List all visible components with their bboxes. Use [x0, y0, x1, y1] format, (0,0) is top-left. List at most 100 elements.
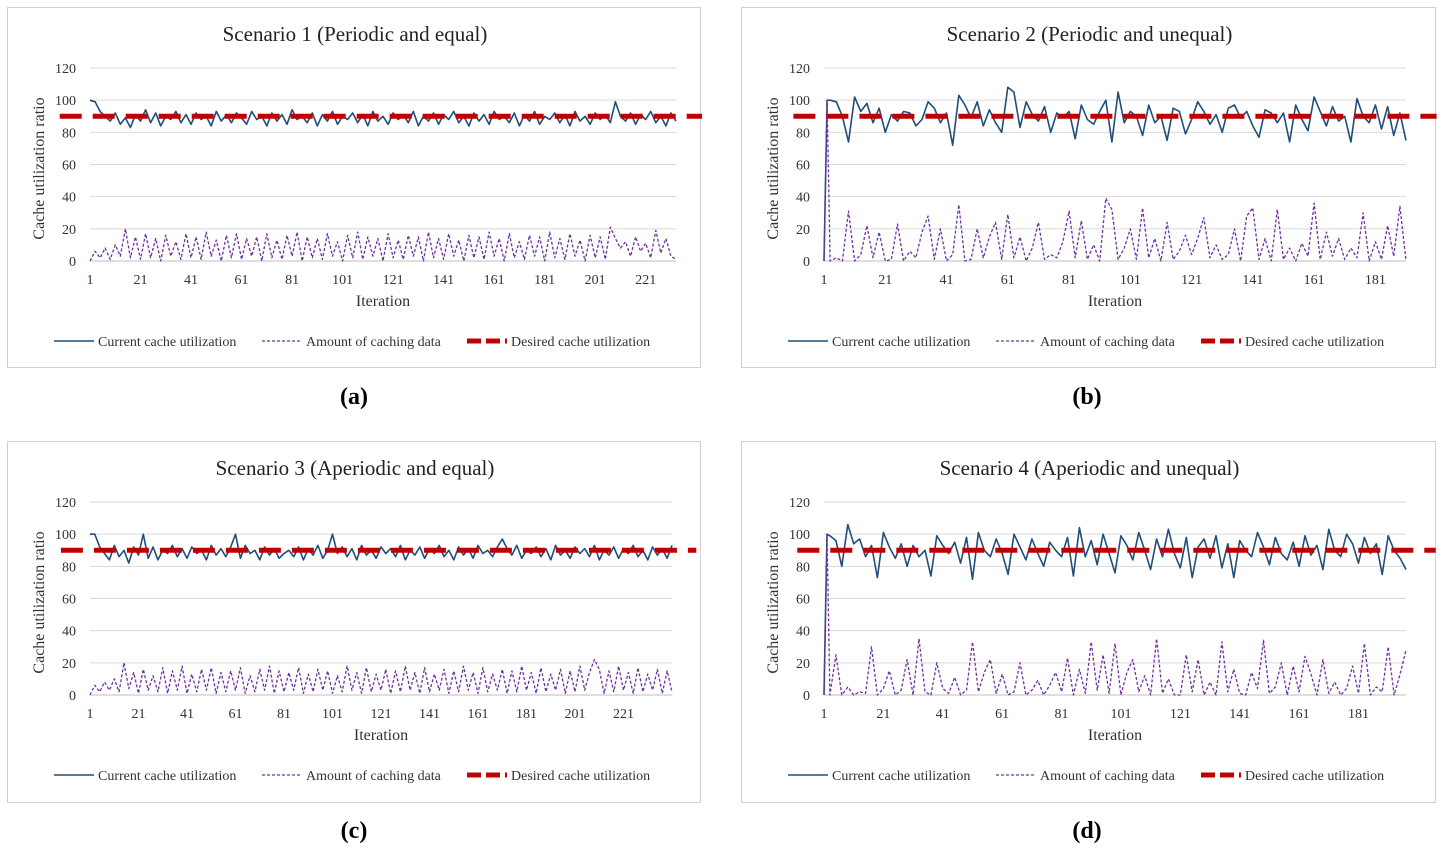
x-tick-label: 81	[285, 273, 299, 288]
legend-desired-label: Desired cache utilization	[1245, 769, 1384, 784]
y-tick-label: 60	[796, 159, 810, 174]
x-tick-label: 1	[821, 273, 828, 288]
legend-amount-label: Amount of caching data	[306, 769, 442, 784]
y-tick-label: 20	[796, 223, 810, 238]
x-tick-label: 61	[235, 273, 249, 288]
caching-amount-line	[89, 658, 673, 696]
x-axis-label: Iteration	[356, 293, 410, 310]
x-tick-label: 161	[484, 273, 505, 288]
x-tick-label: 1	[87, 273, 94, 288]
y-tick-label: 60	[796, 593, 810, 608]
y-tick-label: 100	[55, 94, 76, 109]
legend-current-label: Current cache utilization	[832, 769, 970, 784]
x-tick-label: 1	[87, 707, 94, 722]
x-tick-label: 1	[821, 707, 828, 722]
legend-desired-label: Desired cache utilization	[511, 769, 650, 784]
x-tick-label: 141	[419, 707, 440, 722]
x-tick-label: 221	[635, 273, 656, 288]
caption-b: (b)	[1072, 384, 1102, 410]
x-tick-label: 201	[585, 273, 606, 288]
y-tick-label: 0	[69, 689, 76, 704]
caching-amount-line	[89, 226, 677, 262]
y-tick-label: 0	[69, 255, 76, 270]
y-axis-label: Cache utilization ratio	[31, 531, 48, 673]
x-tick-label: 101	[322, 707, 343, 722]
x-tick-label: 61	[229, 707, 243, 722]
chart-svg-a: Scenario 1 (Periodic and equal) 0 20 40 60 80…	[31, 22, 702, 350]
x-tick-label: 81	[1055, 707, 1069, 722]
y-tick-label: 120	[789, 496, 810, 511]
y-tick-label: 0	[803, 689, 810, 704]
x-tick-label: 141	[433, 273, 454, 288]
y-axis-label: Cache utilization ratio	[765, 97, 782, 239]
chart-svg-d: Scenario 4 (Aperiodic and unequal) 0 20 40 6…	[765, 456, 1436, 784]
caption-a: (a)	[340, 384, 368, 410]
x-tick-label: 181	[516, 707, 537, 722]
chart-panel-b: Scenario 2 (Periodic and unequal) 0 20 40 60…	[741, 7, 1437, 368]
x-axis-label: Iteration	[1088, 727, 1142, 744]
y-tick-label: 80	[62, 126, 76, 141]
x-tick-label: 41	[180, 707, 194, 722]
x-tick-label: 21	[878, 273, 892, 288]
x-tick-label: 161	[1289, 707, 1310, 722]
legend-amount-label: Amount of caching data	[1040, 335, 1176, 350]
y-tick-label: 120	[55, 62, 76, 77]
caption-c: (c)	[340, 818, 368, 844]
y-tick-label: 20	[62, 223, 76, 238]
current-utilization-line	[823, 86, 1407, 262]
x-tick-label: 121	[1170, 707, 1191, 722]
y-tick-label: 20	[796, 657, 810, 672]
legend-amount-label: Amount of caching data	[1040, 769, 1176, 784]
chart-title: Scenario 4 (Aperiodic and unequal)	[940, 456, 1240, 480]
y-tick-label: 40	[796, 191, 810, 206]
x-tick-label: 21	[876, 707, 890, 722]
y-tick-label: 80	[62, 560, 76, 575]
legend-current-label: Current cache utilization	[98, 335, 236, 350]
caption-d: (d)	[1072, 818, 1102, 844]
x-tick-label: 181	[1348, 707, 1369, 722]
x-tick-label: 41	[184, 273, 198, 288]
y-tick-label: 100	[789, 528, 810, 543]
y-axis-label: Cache utilization ratio	[31, 97, 48, 239]
x-tick-label: 81	[1062, 273, 1076, 288]
x-tick-label: 41	[940, 273, 954, 288]
current-utilization-line	[89, 99, 677, 129]
y-tick-label: 60	[62, 593, 76, 608]
y-tick-label: 0	[803, 255, 810, 270]
current-utilization-line	[90, 533, 673, 564]
y-tick-label: 40	[62, 191, 76, 206]
y-axis-label: Cache utilization ratio	[765, 531, 782, 673]
y-tick-label: 40	[62, 625, 76, 640]
x-tick-label: 141	[1229, 707, 1250, 722]
y-tick-label: 120	[789, 62, 810, 77]
chart-title: Scenario 2 (Periodic and unequal)	[947, 22, 1233, 46]
x-tick-label: 21	[132, 707, 146, 722]
legend-current-label: Current cache utilization	[98, 769, 236, 784]
y-tick-label: 120	[55, 496, 76, 511]
legend-desired-label: Desired cache utilization	[1245, 335, 1384, 350]
x-tick-label: 101	[1110, 707, 1131, 722]
x-tick-label: 201	[565, 707, 586, 722]
x-tick-label: 221	[613, 707, 634, 722]
x-tick-label: 101	[332, 273, 353, 288]
x-tick-label: 181	[1365, 273, 1386, 288]
x-tick-label: 41	[936, 707, 950, 722]
x-tick-label: 161	[468, 707, 489, 722]
x-tick-label: 121	[371, 707, 392, 722]
x-tick-label: 141	[1242, 273, 1263, 288]
x-tick-label: 81	[277, 707, 291, 722]
x-tick-label: 121	[1181, 273, 1202, 288]
x-axis-label: Iteration	[354, 727, 408, 744]
y-tick-label: 20	[62, 657, 76, 672]
chart-svg-b: Scenario 2 (Periodic and unequal) 0 20 40 60…	[765, 22, 1437, 350]
x-tick-label: 61	[1001, 273, 1015, 288]
y-tick-label: 100	[789, 94, 810, 109]
x-tick-label: 21	[134, 273, 148, 288]
legend-amount-label: Amount of caching data	[306, 335, 442, 350]
caching-amount-line	[823, 99, 1407, 262]
chart-title: Scenario 3 (Aperiodic and equal)	[216, 456, 495, 480]
y-tick-label: 60	[62, 159, 76, 174]
legend-current-label: Current cache utilization	[832, 335, 970, 350]
x-tick-label: 181	[534, 273, 555, 288]
y-tick-label: 80	[796, 560, 810, 575]
